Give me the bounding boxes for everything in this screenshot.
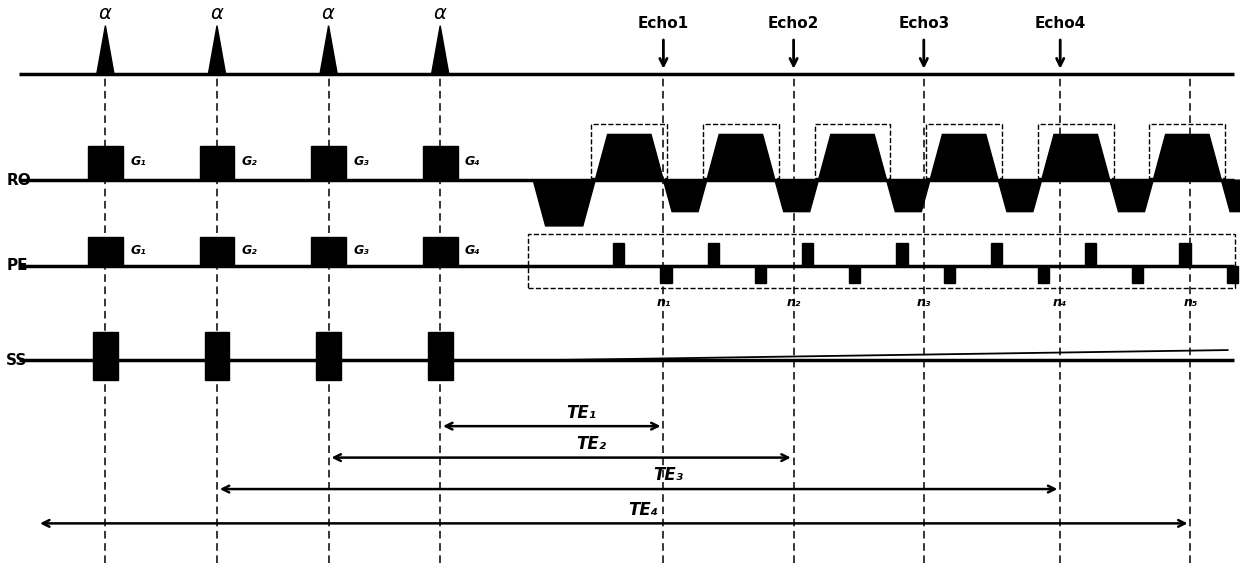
Polygon shape — [93, 360, 118, 380]
Polygon shape — [661, 266, 672, 283]
Text: SS: SS — [6, 353, 27, 368]
Text: n₄: n₄ — [1053, 296, 1068, 309]
Polygon shape — [775, 180, 818, 212]
Polygon shape — [849, 266, 861, 283]
Polygon shape — [428, 360, 453, 380]
Polygon shape — [930, 134, 998, 180]
Polygon shape — [1042, 134, 1110, 180]
Text: n₃: n₃ — [916, 296, 931, 309]
Bar — [815, 124, 890, 178]
Polygon shape — [595, 134, 663, 180]
Text: n₂: n₂ — [786, 296, 801, 309]
Polygon shape — [533, 180, 595, 226]
Text: TE₃: TE₃ — [653, 467, 683, 484]
Polygon shape — [97, 26, 114, 74]
Polygon shape — [316, 360, 341, 380]
Polygon shape — [200, 237, 234, 266]
Text: n₁: n₁ — [656, 296, 671, 309]
Polygon shape — [1085, 243, 1096, 266]
Text: G₁: G₁ — [130, 244, 146, 257]
Polygon shape — [944, 266, 955, 283]
Bar — [591, 124, 667, 178]
Polygon shape — [93, 332, 118, 360]
Polygon shape — [614, 243, 625, 266]
Text: PE: PE — [6, 259, 27, 273]
Polygon shape — [991, 243, 1002, 266]
Polygon shape — [998, 180, 1042, 212]
Polygon shape — [663, 180, 707, 212]
Bar — [1038, 124, 1114, 178]
Polygon shape — [1132, 266, 1143, 283]
Polygon shape — [708, 243, 719, 266]
Text: Echo3: Echo3 — [898, 17, 950, 31]
Text: n₅: n₅ — [1183, 296, 1198, 309]
Text: Echo2: Echo2 — [768, 17, 820, 31]
Text: $\alpha$: $\alpha$ — [98, 4, 113, 23]
Polygon shape — [887, 180, 930, 212]
Text: G₄: G₄ — [465, 244, 481, 257]
Text: RO: RO — [6, 173, 31, 188]
Polygon shape — [316, 332, 341, 360]
Polygon shape — [423, 237, 458, 266]
Polygon shape — [311, 146, 346, 180]
Polygon shape — [755, 266, 766, 283]
Polygon shape — [1221, 180, 1240, 212]
Text: $\alpha$: $\alpha$ — [210, 4, 224, 23]
Polygon shape — [1038, 266, 1049, 283]
Text: TE₄: TE₄ — [629, 501, 658, 519]
Bar — [703, 124, 779, 178]
Polygon shape — [1226, 266, 1238, 283]
Text: Echo1: Echo1 — [637, 17, 689, 31]
Text: G₃: G₃ — [353, 155, 370, 168]
Polygon shape — [88, 237, 123, 266]
Polygon shape — [818, 134, 887, 180]
Polygon shape — [320, 26, 337, 74]
Bar — [528, 234, 1235, 288]
Polygon shape — [311, 237, 346, 266]
Polygon shape — [208, 26, 226, 74]
Polygon shape — [1179, 243, 1190, 266]
Text: $\alpha$: $\alpha$ — [433, 4, 448, 23]
Bar — [926, 124, 1002, 178]
Polygon shape — [205, 360, 229, 380]
Polygon shape — [428, 332, 453, 360]
Text: TE₁: TE₁ — [567, 404, 596, 422]
Polygon shape — [1110, 180, 1153, 212]
Text: G₄: G₄ — [465, 155, 481, 168]
Text: TE₂: TE₂ — [575, 435, 606, 453]
Polygon shape — [897, 243, 908, 266]
Polygon shape — [802, 243, 813, 266]
Bar — [1149, 124, 1225, 178]
Polygon shape — [423, 146, 458, 180]
Text: $\alpha$: $\alpha$ — [321, 4, 336, 23]
Text: G₂: G₂ — [242, 244, 258, 257]
Text: G₂: G₂ — [242, 155, 258, 168]
Polygon shape — [707, 134, 775, 180]
Polygon shape — [432, 26, 449, 74]
Polygon shape — [88, 146, 123, 180]
Text: G₁: G₁ — [130, 155, 146, 168]
Polygon shape — [1153, 134, 1221, 180]
Text: G₃: G₃ — [353, 244, 370, 257]
Polygon shape — [200, 146, 234, 180]
Text: Echo4: Echo4 — [1034, 17, 1086, 31]
Polygon shape — [205, 332, 229, 360]
